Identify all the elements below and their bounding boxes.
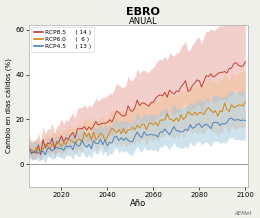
X-axis label: Año: Año (130, 199, 147, 208)
Legend: RCP8.5     ( 14 ), RCP6.0     (  6 ), RCP4.5     ( 13 ): RCP8.5 ( 14 ), RCP6.0 ( 6 ), RCP4.5 ( 13… (31, 27, 94, 52)
Text: EBRO: EBRO (126, 7, 160, 17)
Text: ANUAL: ANUAL (129, 17, 157, 26)
Text: AEMet: AEMet (235, 211, 252, 216)
Y-axis label: Cambio en dias cálidos (%): Cambio en dias cálidos (%) (5, 59, 12, 153)
